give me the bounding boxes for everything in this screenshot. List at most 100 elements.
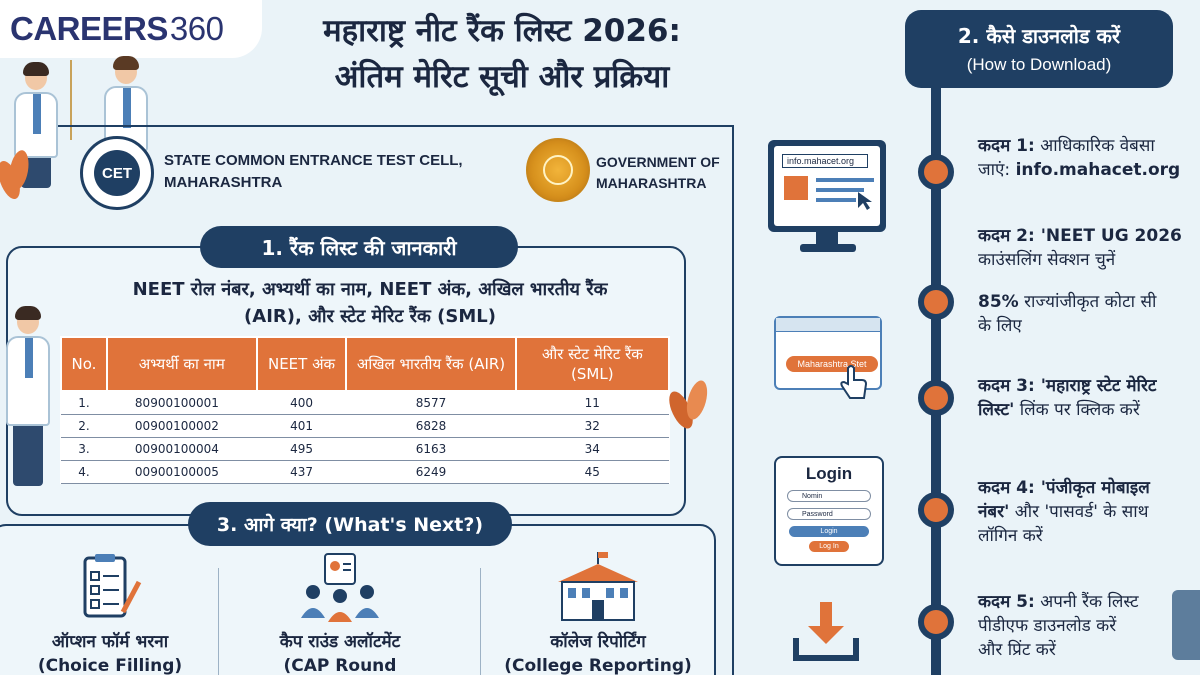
cursor-icon: [858, 192, 872, 210]
table-row: 4. 00900100005 437 6249 45: [61, 460, 669, 484]
college-building-icon: [488, 552, 708, 624]
separator: [480, 568, 481, 675]
next-step-label-hi: कॉलेज रिपोर्टिंग: [550, 632, 646, 652]
section-3-heading: 3. आगे क्या? (What's Next?): [188, 502, 512, 546]
timeline-dot: [918, 284, 954, 320]
cell-sml: 34: [515, 437, 669, 461]
cell-air: 6249: [346, 460, 516, 484]
download-icon[interactable]: [790, 600, 862, 664]
next-step-label: ऑप्शन फॉर्म भरना (Choice Filling): [0, 630, 220, 675]
step-3-text: लिंक पर क्लिक करें: [1014, 400, 1140, 420]
gov-name-line-2: MAHARASHTRA: [596, 175, 707, 191]
gov-name-line-1: GOVERNMENT OF: [596, 154, 720, 170]
next-step-label-en: (College Reporting): [504, 656, 692, 675]
rank-table: No. अभ्यर्थी का नाम NEET अंक अखिल भारतीय…: [60, 336, 671, 484]
cell-name: 00900100004: [106, 437, 257, 461]
step-2-note-text-a: राज्यांजीकृत कोटा सी: [1018, 292, 1157, 312]
doctor-illustration-1: [14, 62, 58, 188]
cell-air: 8577: [346, 391, 516, 415]
table-row: 1. 80900100001 400 8577 11: [61, 391, 669, 415]
step-5-text-a: अपनी रैंक लिस्ट: [1034, 592, 1139, 612]
cet-emblem-text: CET: [94, 150, 140, 196]
timeline-dot: [918, 604, 954, 640]
separator: [218, 568, 219, 675]
step-4-text: और 'पासवर्ड' के साथ: [1009, 502, 1149, 522]
table-row: 3. 00900100004 495 6163 34: [61, 437, 669, 461]
col-header-sml: और स्टेट मेरिट रैंक (SML): [514, 336, 671, 392]
cell-name: 00900100005: [106, 460, 257, 484]
pointing-hand-icon: [840, 365, 868, 399]
step-2-text: काउंसलिंग सेक्शन चुनें: [978, 250, 1116, 270]
clipboard-pen-icon: [0, 552, 220, 624]
col-header-neet-score: NEET अंक: [255, 336, 348, 392]
table-row: 2. 00900100002 401 6828 32: [61, 414, 669, 438]
step-4-bold: नंबर': [978, 502, 1010, 522]
section-2-subtitle: (How to Download): [966, 55, 1112, 74]
timeline-dot: [918, 380, 954, 416]
download-step-2-note: 85% राज्यांजीकृत कोटा सी के लिए: [978, 290, 1200, 338]
cell-no: 4.: [61, 460, 107, 484]
section-2-title: 2. कैसे डाउनलोड करें: [957, 24, 1121, 48]
table-header-row: No. अभ्यर्थी का नाम NEET अंक अखिल भारतीय…: [60, 336, 671, 392]
cell-score: 401: [256, 414, 347, 438]
next-step-label: कैप राउंड अलॉटमेंट (CAP Round Allotment): [230, 630, 450, 675]
cell-score: 495: [256, 437, 347, 461]
cell-sml: 45: [515, 460, 669, 484]
timeline-dot: [918, 154, 954, 190]
rank-list-info-text: NEET रोल नंबर, अभ्यर्थी का नाम, NEET अंक…: [60, 276, 680, 330]
gov-name: GOVERNMENT OF MAHARASHTRA: [596, 152, 736, 194]
page-title: महाराष्ट्र नीट रैंक लिस्ट 2026: अंतिम मे…: [272, 8, 732, 100]
cell-name: 80900100001: [106, 391, 257, 415]
maharashtra-seal-icon: [526, 138, 590, 202]
cell-air: 6163: [346, 437, 516, 461]
step-2-note-text-b: के लिए: [978, 316, 1022, 336]
next-step-label-en: (Choice Filling): [37, 656, 183, 675]
logo-word-360: 360: [169, 10, 224, 47]
info-line-2: (AIR), और स्टेट मेरिट रैंक (SML): [244, 306, 496, 327]
next-step-college-reporting: कॉलेज रिपोर्टिंग (College Reporting): [488, 552, 708, 675]
monitor-base: [800, 244, 856, 252]
section-2-heading: 2. कैसे डाउनलोड करें (How to Download): [905, 10, 1173, 88]
next-step-label-hi: ऑप्शन फॉर्म भरना: [51, 632, 169, 652]
download-step-2: कदम 2: 'NEET UG 2026 काउंसलिंग सेक्शन चु…: [978, 224, 1200, 272]
step-2-label: कदम 2: 'NEET UG 2026: [978, 226, 1182, 246]
step-2-note-bold: 85%: [978, 292, 1019, 312]
login-in-button[interactable]: Log In: [809, 541, 849, 552]
timeline-dot: [918, 492, 954, 528]
step-4-label: कदम 4: 'पंजीकृत मोबाइल: [978, 478, 1150, 498]
col-header-air: अखिल भारतीय रैंक (AIR): [345, 336, 517, 392]
download-step-1: कदम 1: आधिकारिक वेबसा जाएं: info.mahacet…: [978, 134, 1200, 182]
download-step-4: कदम 4: 'पंजीकृत मोबाइल नंबर' और 'पासवर्ड…: [978, 476, 1200, 548]
step-1-url[interactable]: info.mahacet.org: [1015, 160, 1181, 180]
login-form-icon: Login Nomin Password Login Log In: [774, 456, 884, 566]
login-title: Login: [805, 464, 853, 483]
logo-word-careers: CAREERS: [10, 10, 168, 47]
divider-top: [58, 125, 734, 127]
cet-name-line-1: STATE COMMON ENTRANCE TEST CELL,: [164, 152, 463, 169]
section-1-heading: 1. रैंक लिस्ट की जानकारी: [200, 226, 518, 268]
presenter-illustration: [6, 306, 50, 486]
login-name-field[interactable]: Nomin: [787, 490, 871, 502]
cell-no: 3.: [61, 437, 107, 461]
step-5-text-b: पीडीएफ डाउनलोड करें: [978, 616, 1117, 636]
cell-score: 400: [256, 391, 347, 415]
login-password-field[interactable]: Password: [787, 508, 871, 520]
cell-score: 437: [256, 460, 347, 484]
login-button[interactable]: Login: [789, 526, 869, 537]
step-1-label: कदम 1:: [978, 136, 1035, 156]
step-5-text-c: और प्रिंट करें: [978, 640, 1056, 660]
cet-name: STATE COMMON ENTRANCE TEST CELL, MAHARAS…: [164, 150, 514, 194]
info-line-1: NEET रोल नंबर, अभ्यर्थी का नाम, NEET अंक…: [132, 279, 608, 300]
cet-name-line-2: MAHARASHTRA: [164, 174, 283, 191]
cet-emblem-icon: CET: [80, 136, 154, 210]
monitor-stand: [816, 232, 838, 244]
step-3-bold: लिस्ट': [978, 400, 1015, 420]
download-step-3: कदम 3: 'महाराष्ट्र स्टेट मेरिट लिस्ट' लि…: [978, 374, 1200, 422]
col-header-name: अभ्यर्थी का नाम: [105, 336, 258, 392]
cell-name: 00900100002: [106, 414, 257, 438]
next-step-label-hi: कैप राउंड अलॉटमेंट: [279, 632, 401, 652]
careers360-logo[interactable]: CAREERS 360: [0, 0, 262, 58]
cell-sml: 32: [515, 414, 669, 438]
caduceus-icon: [70, 60, 72, 140]
